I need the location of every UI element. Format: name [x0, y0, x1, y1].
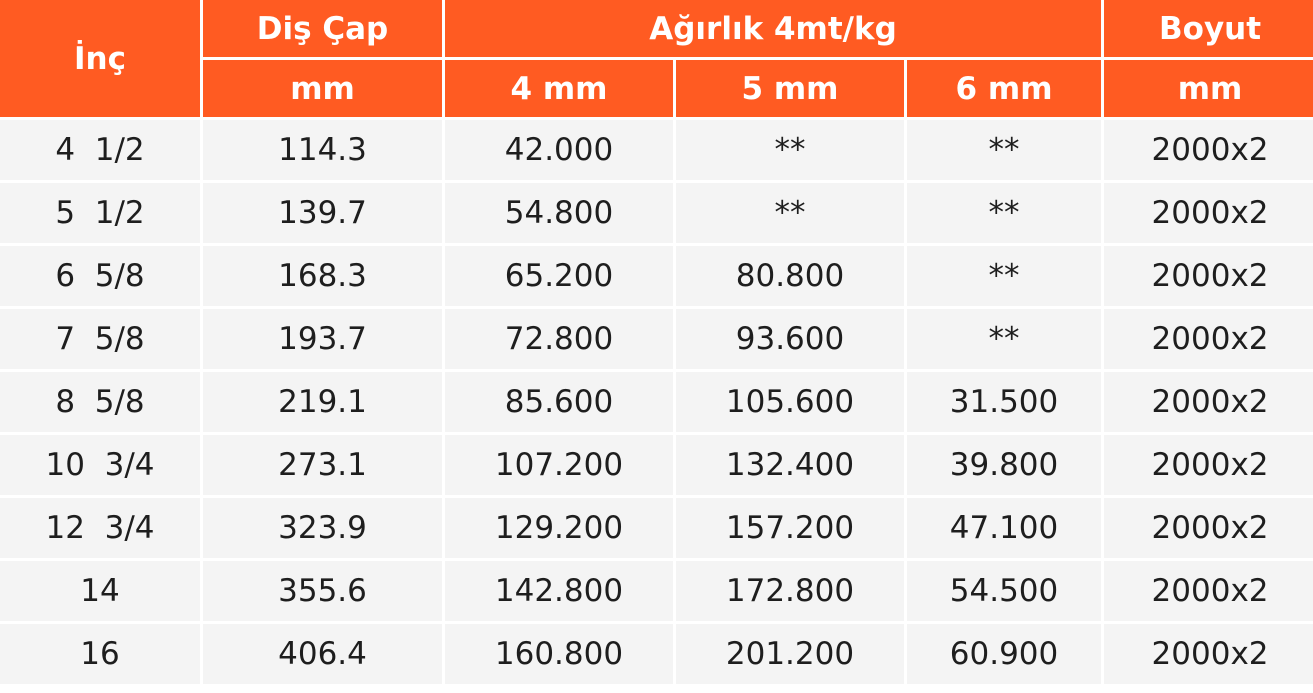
inc-cell: 12 3/4 — [0, 498, 200, 558]
table-row: 6 5/8 168.3 65.200 80.800 ** 2000x2 — [0, 246, 1313, 306]
weight-4mm-cell: 160.800 — [445, 624, 673, 684]
table-row: 8 5/8 219.1 85.600 105.600 31.500 2000x2 — [0, 372, 1313, 432]
weight-4mm-cell: 72.800 — [445, 309, 673, 369]
boyut-cell: 2000x2 — [1104, 309, 1313, 369]
boyut-cell: 2000x2 — [1104, 498, 1313, 558]
dis-cap-cell: 355.6 — [203, 561, 442, 621]
dis-cap-cell: 168.3 — [203, 246, 442, 306]
weight-4mm-cell: 142.800 — [445, 561, 673, 621]
dis-cap-cell: 193.7 — [203, 309, 442, 369]
weight-5mm-cell: 80.800 — [676, 246, 904, 306]
weight-6mm-cell: 31.500 — [907, 372, 1102, 432]
dis-cap-cell: 114.3 — [203, 120, 442, 180]
weight-5mm-cell: 157.200 — [676, 498, 904, 558]
inc-cell: 5 1/2 — [0, 183, 200, 243]
weight-6mm-cell: ** — [907, 120, 1102, 180]
weight-6mm-cell: ** — [907, 183, 1102, 243]
inc-cell: 8 5/8 — [0, 372, 200, 432]
boyut-cell: 2000x2 — [1104, 183, 1313, 243]
boyut-cell: 2000x2 — [1104, 435, 1313, 495]
weight-5mm-cell: 201.200 — [676, 624, 904, 684]
weight-4mm-cell: 54.800 — [445, 183, 673, 243]
dis-cap-cell: 406.4 — [203, 624, 442, 684]
boyut-cell: 2000x2 — [1104, 561, 1313, 621]
header-unit-dis-cap: mm — [203, 60, 442, 117]
table-header: İnç Diş Çap Ağırlık 4mt/kg Boyut mm 4 mm… — [0, 0, 1313, 117]
weight-6mm-cell: 39.800 — [907, 435, 1102, 495]
weight-5mm-cell: 105.600 — [676, 372, 904, 432]
boyut-cell: 2000x2 — [1104, 624, 1313, 684]
header-row-main: İnç Diş Çap Ağırlık 4mt/kg Boyut — [0, 0, 1313, 117]
table-row: 12 3/4 323.9 129.200 157.200 47.100 2000x2 — [0, 498, 1313, 558]
inc-cell: 7 5/8 — [0, 309, 200, 369]
header-boyut: Boyut — [1104, 0, 1313, 57]
weight-4mm-cell: 107.200 — [445, 435, 673, 495]
dis-cap-cell: 273.1 — [203, 435, 442, 495]
boyut-cell: 2000x2 — [1104, 246, 1313, 306]
table-body: 4 1/2 114.3 42.000 ** ** 2000x2 5 1/2 139.7 54.8… — [0, 120, 1313, 684]
dis-cap-cell: 323.9 — [203, 498, 442, 558]
header-agirlik: Ağırlık 4mt/kg — [445, 0, 1102, 57]
weight-6mm-cell: ** — [907, 309, 1102, 369]
weight-6mm-cell: 60.900 — [907, 624, 1102, 684]
weight-5mm-cell: ** — [676, 120, 904, 180]
inc-cell: 6 5/8 — [0, 246, 200, 306]
dis-cap-cell: 219.1 — [203, 372, 442, 432]
header-inc: İnç — [0, 0, 200, 117]
table-row: 4 1/2 114.3 42.000 ** ** 2000x2 — [0, 120, 1313, 180]
weight-4mm-cell: 65.200 — [445, 246, 673, 306]
header-unit-4mm: 4 mm — [445, 60, 673, 117]
table-row: 5 1/2 139.7 54.800 ** ** 2000x2 — [0, 183, 1313, 243]
table-row: 10 3/4 273.1 107.200 132.400 39.800 2000x2 — [0, 435, 1313, 495]
boyut-cell: 2000x2 — [1104, 372, 1313, 432]
inc-cell: 4 1/2 — [0, 120, 200, 180]
dis-cap-cell: 139.7 — [203, 183, 442, 243]
weight-4mm-cell: 129.200 — [445, 498, 673, 558]
header-row-units: mm 4 mm 5 mm 6 mm mm — [0, 60, 1313, 117]
header-unit-boyut: mm — [1104, 60, 1313, 117]
table-row: 7 5/8 193.7 72.800 93.600 ** 2000x2 — [0, 309, 1313, 369]
weight-6mm-cell: 54.500 — [907, 561, 1102, 621]
weight-5mm-cell: 172.800 — [676, 561, 904, 621]
table-row: 16 406.4 160.800 201.200 60.900 2000x2 — [0, 624, 1313, 684]
weight-5mm-cell: ** — [676, 183, 904, 243]
inc-cell: 16 — [0, 624, 200, 684]
table-row: 14 355.6 142.800 172.800 54.500 2000x2 — [0, 561, 1313, 621]
header-dis-cap: Diş Çap — [203, 0, 442, 57]
weight-5mm-cell: 93.600 — [676, 309, 904, 369]
weight-6mm-cell: 47.100 — [907, 498, 1102, 558]
weight-6mm-cell: ** — [907, 246, 1102, 306]
inc-cell: 14 — [0, 561, 200, 621]
weight-4mm-cell: 85.600 — [445, 372, 673, 432]
header-unit-6mm: 6 mm — [907, 60, 1102, 117]
weight-5mm-cell: 132.400 — [676, 435, 904, 495]
header-unit-5mm: 5 mm — [676, 60, 904, 117]
inc-cell: 10 3/4 — [0, 435, 200, 495]
weight-4mm-cell: 42.000 — [445, 120, 673, 180]
boyut-cell: 2000x2 — [1104, 120, 1313, 180]
